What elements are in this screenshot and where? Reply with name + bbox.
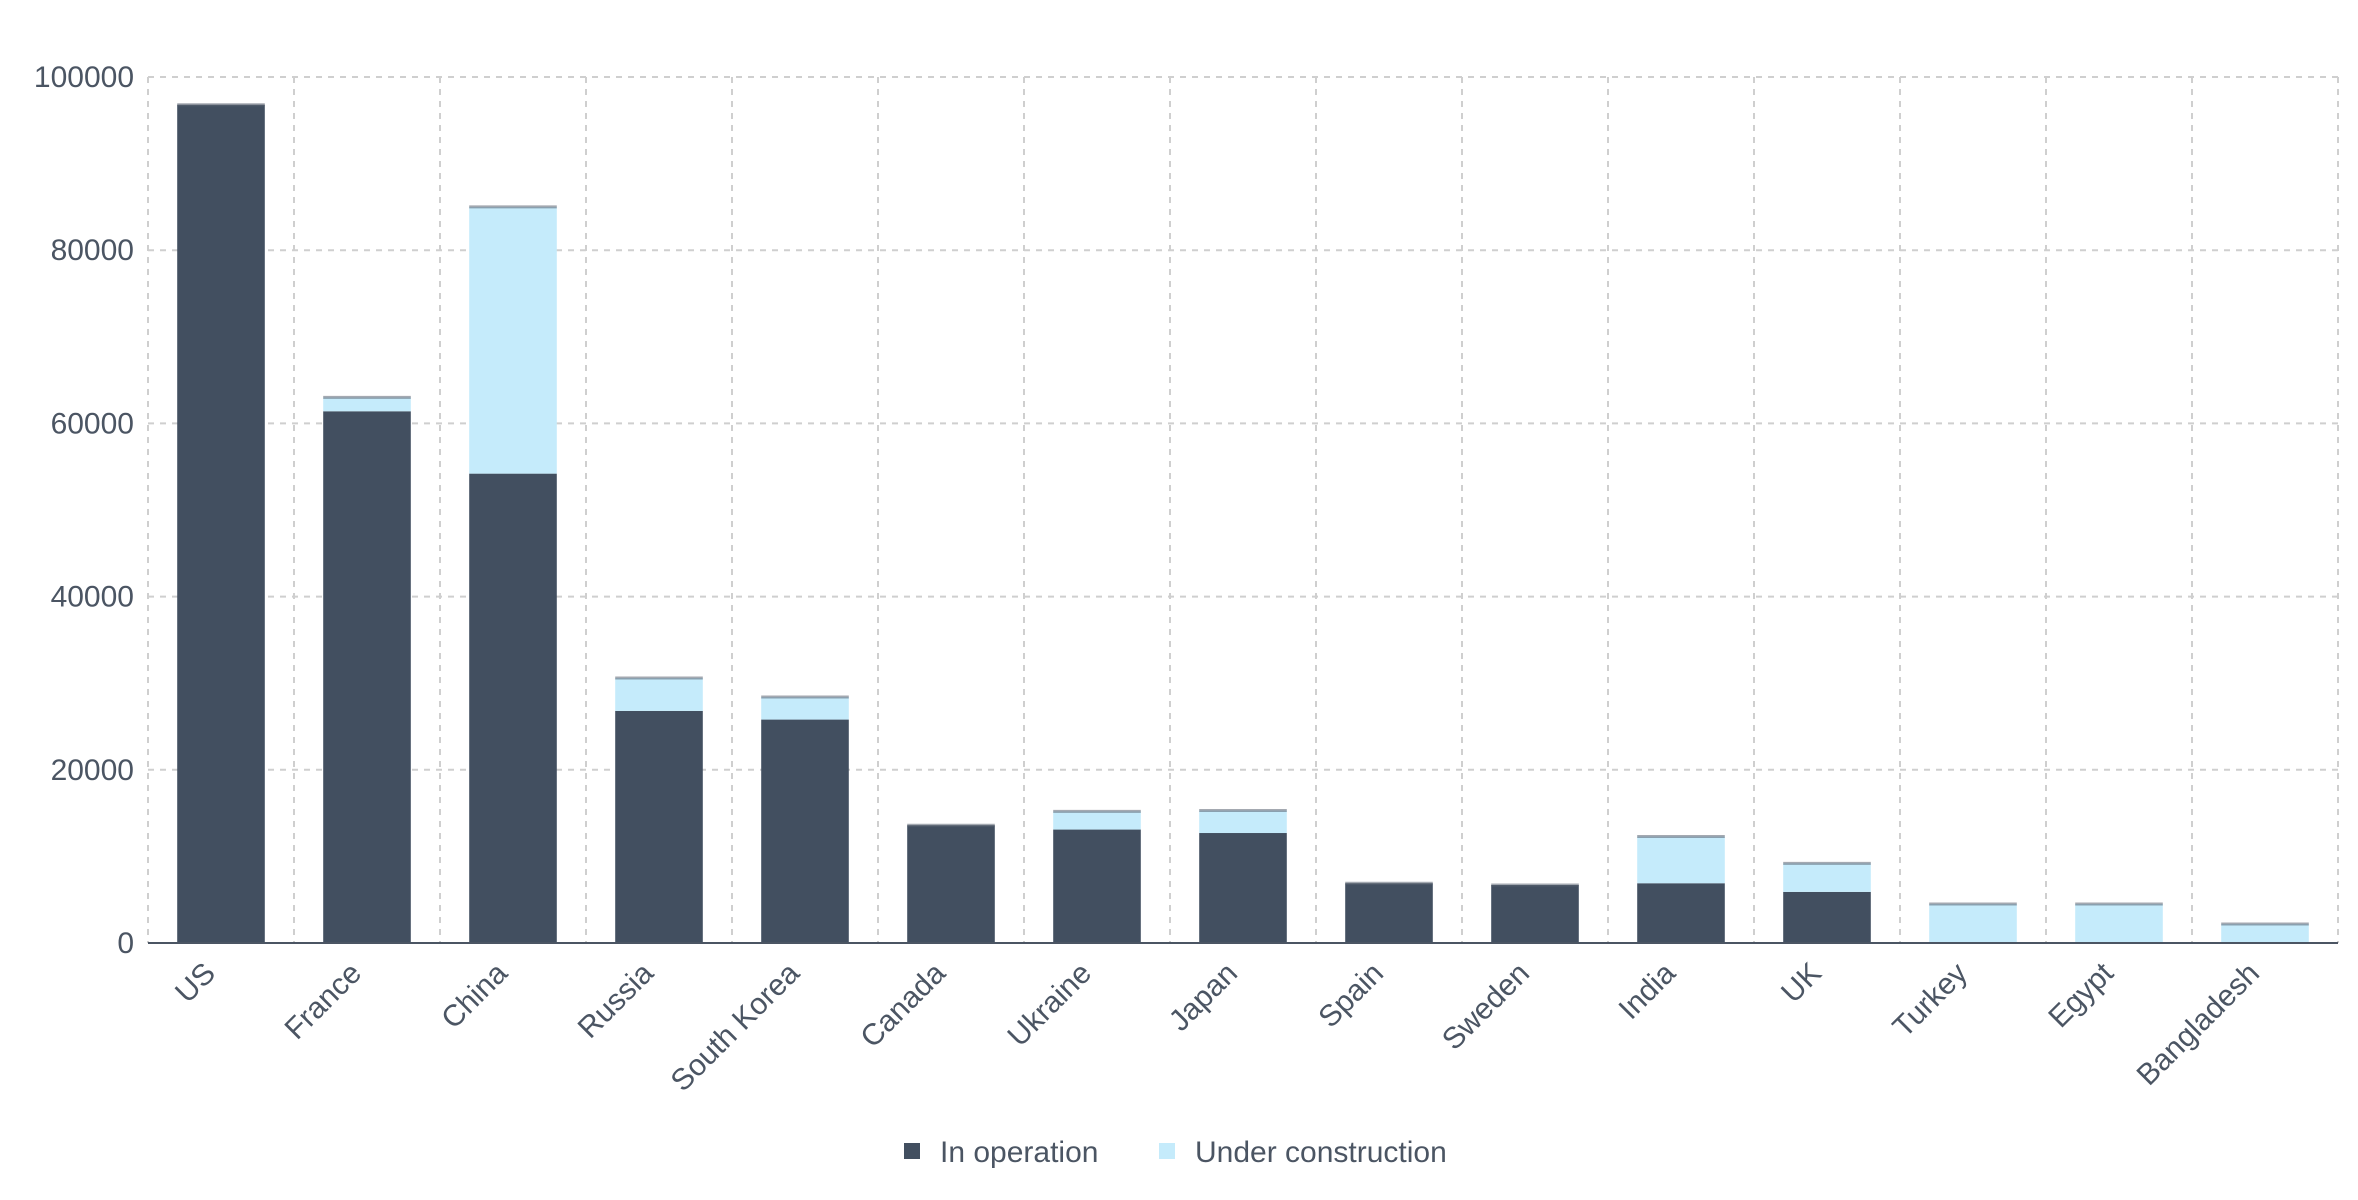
bar-spain-in-operation[interactable]: [1345, 883, 1433, 943]
y-tick-label: 0: [117, 927, 134, 960]
x-tick-label-ukraine: Ukraine: [1002, 957, 1098, 1053]
bar-russia-under-construction[interactable]: [615, 678, 703, 711]
x-axis-ticks: US France China Russia South Korea Canada Ukra…: [169, 956, 2266, 1098]
x-tick-label-india: India: [1613, 956, 1683, 1026]
bar-france-in-operation[interactable]: [323, 411, 411, 943]
y-tick-label: 40000: [51, 581, 134, 614]
bar-india-under-construction[interactable]: [1637, 836, 1725, 884]
bar-uk-in-operation[interactable]: [1783, 891, 1871, 943]
legend-swatch-in-operation: [904, 1143, 920, 1159]
x-tick-label-canada: Canada: [854, 956, 952, 1054]
bar-ukraine-under-construction[interactable]: [1053, 811, 1141, 830]
y-tick-label: 20000: [51, 754, 134, 787]
bars: [177, 103, 2309, 944]
x-tick-label-us: US: [169, 957, 222, 1010]
x-tick-label-turkey: Turkey: [1887, 957, 1974, 1044]
bar-china-in-operation[interactable]: [469, 473, 557, 943]
bar-france-under-construction[interactable]: [323, 397, 411, 412]
legend: In operation Under construction: [904, 1136, 1447, 1169]
bar-bangladesh-under-construction[interactable]: [2221, 923, 2309, 943]
bar-japan-in-operation[interactable]: [1199, 833, 1287, 943]
x-tick-label-japan: Japan: [1163, 957, 1244, 1038]
bar-south-korea-under-construction[interactable]: [761, 697, 849, 720]
legend-item-in-operation[interactable]: In operation: [904, 1136, 1098, 1169]
y-tick-label: 100000: [34, 61, 134, 94]
x-tick-label-uk: UK: [1775, 957, 1828, 1010]
bar-japan-under-construction[interactable]: [1199, 810, 1287, 834]
x-tick-label-egypt: Egypt: [2042, 956, 2120, 1034]
bar-sweden-in-operation[interactable]: [1491, 884, 1579, 943]
x-tick-label-south-korea: South Korea: [665, 956, 806, 1097]
x-tick-label-russia: Russia: [572, 956, 660, 1044]
bar-canada-in-operation[interactable]: [907, 825, 995, 943]
legend-label-under-construction: Under construction: [1195, 1136, 1447, 1169]
bar-russia-in-operation[interactable]: [615, 710, 703, 943]
y-axis-ticks: 0 20000 40000 60000 80000 100000: [34, 61, 134, 960]
bar-egypt-under-construction[interactable]: [2075, 904, 2163, 943]
bar-south-korea-in-operation[interactable]: [761, 719, 849, 943]
y-tick-label: 80000: [51, 234, 134, 267]
bar-turkey-under-construction[interactable]: [1929, 904, 2017, 943]
x-tick-label-france: France: [279, 957, 368, 1046]
legend-item-under-construction[interactable]: Under construction: [1159, 1136, 1447, 1169]
y-tick-label: 60000: [51, 407, 134, 440]
x-tick-label-bangladesh: Bangladesh: [2131, 957, 2266, 1092]
x-tick-label-spain: Spain: [1312, 957, 1390, 1035]
bar-us-in-operation[interactable]: [177, 104, 265, 944]
bar-india-in-operation[interactable]: [1637, 883, 1725, 943]
x-tick-label-china: China: [435, 956, 514, 1035]
legend-swatch-under-construction: [1159, 1143, 1175, 1159]
x-tick-label-sweden: Sweden: [1436, 957, 1536, 1057]
legend-label-in-operation: In operation: [940, 1136, 1098, 1169]
bar-ukraine-in-operation[interactable]: [1053, 829, 1141, 943]
bar-uk-under-construction[interactable]: [1783, 863, 1871, 892]
bar-china-under-construction[interactable]: [469, 206, 557, 474]
